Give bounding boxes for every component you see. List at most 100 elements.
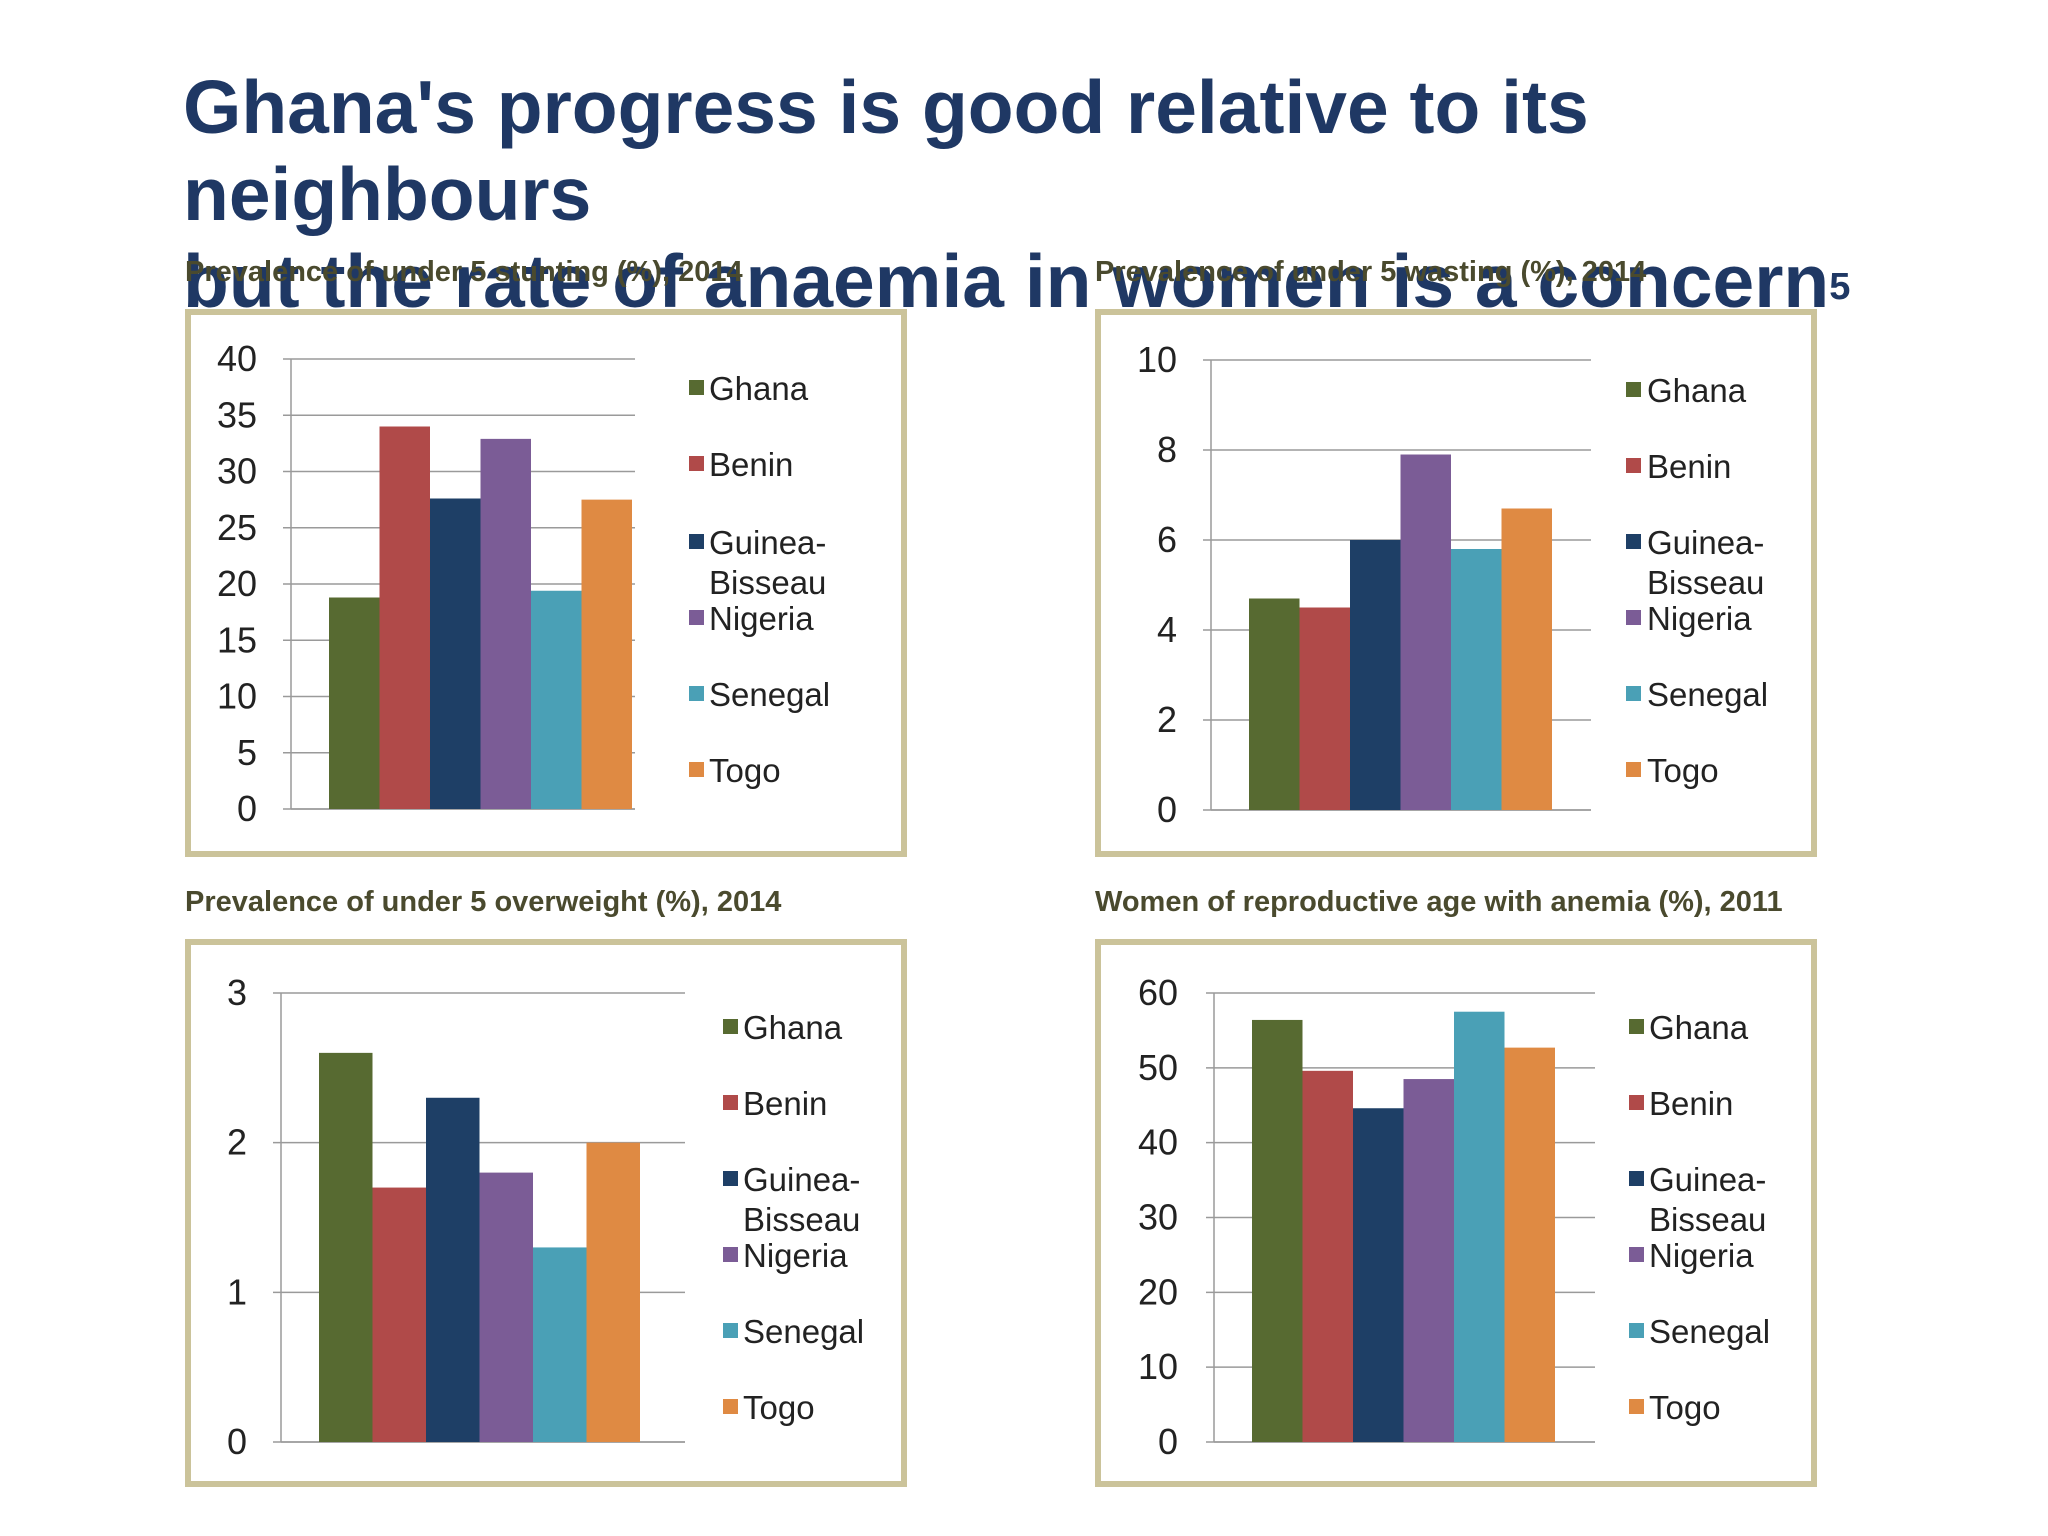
bar-guinea-bissau [430, 498, 481, 809]
y-tick-label: 20 [217, 563, 257, 604]
legend-label-guinea-bissau-line-1: Guinea- [743, 1161, 860, 1198]
legend-swatch-togo [1626, 762, 1641, 777]
legend-label-togo: Togo [743, 1389, 815, 1426]
chart-anemia: 0 10 20 30 40 50 60 Ghana Benin Guinea- Bisseau Nig… [1095, 939, 1817, 1487]
chart-wasting: 0 2 4 6 8 10 Ghana Benin Guinea- Bisseau Nigeria Se… [1095, 309, 1817, 857]
legend-label-guinea-bissau-line-2: Bisseau [709, 564, 826, 601]
y-tick-label: 40 [217, 338, 257, 379]
bar-nigeria [479, 1172, 533, 1442]
legend-label-guinea-bissau-line-1: Guinea- [1647, 524, 1764, 561]
bar-nigeria [1400, 454, 1451, 810]
legend-swatch-guinea-bissau [1626, 534, 1641, 549]
y-tick-label: 0 [237, 788, 257, 829]
y-tick-label: 40 [1138, 1122, 1178, 1163]
y-tick-label: 20 [1138, 1271, 1178, 1312]
bar-benin [372, 1187, 426, 1442]
legend-swatch-benin [1629, 1095, 1644, 1110]
bar-guinea-bissau [1353, 1108, 1404, 1442]
legend-swatch-nigeria [1626, 610, 1641, 625]
legend-swatch-togo [723, 1399, 738, 1414]
bar-ghana [1249, 598, 1300, 810]
legend-swatch-ghana [689, 380, 704, 395]
bar-ghana [1252, 1019, 1303, 1442]
chart-stunting: 0 5 10 15 20 25 30 35 40 Ghana Benin Guinea- Bisseau… [185, 309, 907, 857]
bar-benin [1302, 1070, 1353, 1442]
legend-swatch-togo [689, 762, 704, 777]
y-tick-label: 10 [1138, 1346, 1178, 1387]
legend-swatch-benin [1626, 458, 1641, 473]
bar-togo [1501, 508, 1552, 810]
title-footnote-marker: 5 [1829, 266, 1851, 308]
bar-nigeria [1403, 1079, 1454, 1442]
y-tick-label: 0 [1157, 789, 1177, 830]
bar-nigeria [480, 438, 531, 809]
legend-label-ghana: Ghana [709, 370, 809, 407]
y-tick-label: 30 [217, 451, 257, 492]
y-tick-label: 50 [1138, 1047, 1178, 1088]
y-tick-label: 0 [227, 1421, 247, 1462]
legend-swatch-senegal [723, 1323, 738, 1338]
legend-label-nigeria: Nigeria [743, 1237, 848, 1274]
legend-swatch-guinea-bissau [689, 534, 704, 549]
y-tick-label: 4 [1157, 609, 1177, 650]
legend-swatch-ghana [723, 1019, 738, 1034]
legend-swatch-togo [1629, 1399, 1644, 1414]
slide-title-line-1: Ghana's progress is good relative to its… [183, 65, 1589, 236]
chart-overweight: 0 1 2 3 Ghana Benin Guinea- Bisseau Nigeria Seneg… [185, 939, 907, 1487]
legend-swatch-senegal [689, 686, 704, 701]
legend-swatch-senegal [1629, 1323, 1644, 1338]
legend-label-ghana: Ghana [1649, 1009, 1749, 1046]
y-tick-label: 10 [1137, 339, 1177, 380]
legend-label-nigeria: Nigeria [1647, 600, 1752, 637]
legend-label-guinea-bissau-line-2: Bisseau [1647, 564, 1764, 601]
legend-swatch-nigeria [723, 1247, 738, 1262]
chart-anemia-svg: 0 10 20 30 40 50 60 Ghana Benin Guinea-BisseauNig… [1138, 972, 1770, 1462]
y-tick-label: 2 [1157, 699, 1177, 740]
legend-swatch-nigeria [689, 610, 704, 625]
bar-togo [1504, 1047, 1555, 1442]
bar-ghana [329, 597, 380, 809]
legend-label-guinea-bissau-line-2: Bisseau [1649, 1201, 1766, 1238]
legend-label-benin: Benin [709, 446, 793, 483]
legend-swatch-nigeria [1629, 1247, 1644, 1262]
legend-label-nigeria: Nigeria [709, 600, 814, 637]
legend-swatch-ghana [1629, 1019, 1644, 1034]
legend-swatch-benin [689, 456, 704, 471]
chart-stunting-svg: 0 5 10 15 20 25 30 35 40 Ghana Benin Guinea-Bisseau… [217, 338, 830, 829]
bar-senegal [533, 1247, 587, 1442]
bar-togo [586, 1142, 640, 1442]
chart-title-overweight: Prevalence of under 5 overweight (%), 20… [185, 886, 782, 918]
bar-senegal [1451, 549, 1502, 810]
bar-ghana [319, 1052, 373, 1442]
legend-label-togo: Togo [709, 752, 781, 789]
chart-title-stunting: Prevalence of under 5 stunting (%), 2014 [185, 256, 743, 288]
y-tick-label: 5 [237, 732, 257, 773]
legend-label-guinea-bissau-line-2: Bisseau [743, 1201, 860, 1238]
legend-swatch-ghana [1626, 382, 1641, 397]
bar-guinea-bissau [1350, 540, 1401, 810]
y-tick-label: 1 [227, 1271, 247, 1312]
bar-benin [1299, 607, 1350, 810]
legend-swatch-benin [723, 1095, 738, 1110]
legend-label-senegal: Senegal [709, 676, 830, 713]
y-tick-label: 25 [217, 507, 257, 548]
legend-label-guinea-bissau-line-1: Guinea- [709, 524, 826, 561]
y-tick-label: 2 [227, 1122, 247, 1163]
legend-label-benin: Benin [743, 1085, 827, 1122]
legend-label-togo: Togo [1649, 1389, 1721, 1426]
y-tick-label: 8 [1157, 429, 1177, 470]
bar-senegal [1454, 1011, 1505, 1442]
y-tick-label: 60 [1138, 972, 1178, 1013]
chart-title-wasting: Prevalence of under 5 wasting (%), 2014 [1095, 256, 1647, 288]
legend-swatch-senegal [1626, 686, 1641, 701]
y-tick-label: 35 [217, 394, 257, 435]
bar-guinea-bissau [426, 1097, 480, 1442]
legend-label-benin: Benin [1647, 448, 1731, 485]
legend-label-ghana: Ghana [743, 1009, 843, 1046]
legend-label-senegal: Senegal [1647, 676, 1768, 713]
bar-senegal [531, 590, 582, 809]
bar-benin [379, 426, 430, 809]
legend-label-benin: Benin [1649, 1085, 1733, 1122]
y-tick-label: 3 [227, 972, 247, 1013]
legend-label-guinea-bissau-line-1: Guinea- [1649, 1161, 1766, 1198]
